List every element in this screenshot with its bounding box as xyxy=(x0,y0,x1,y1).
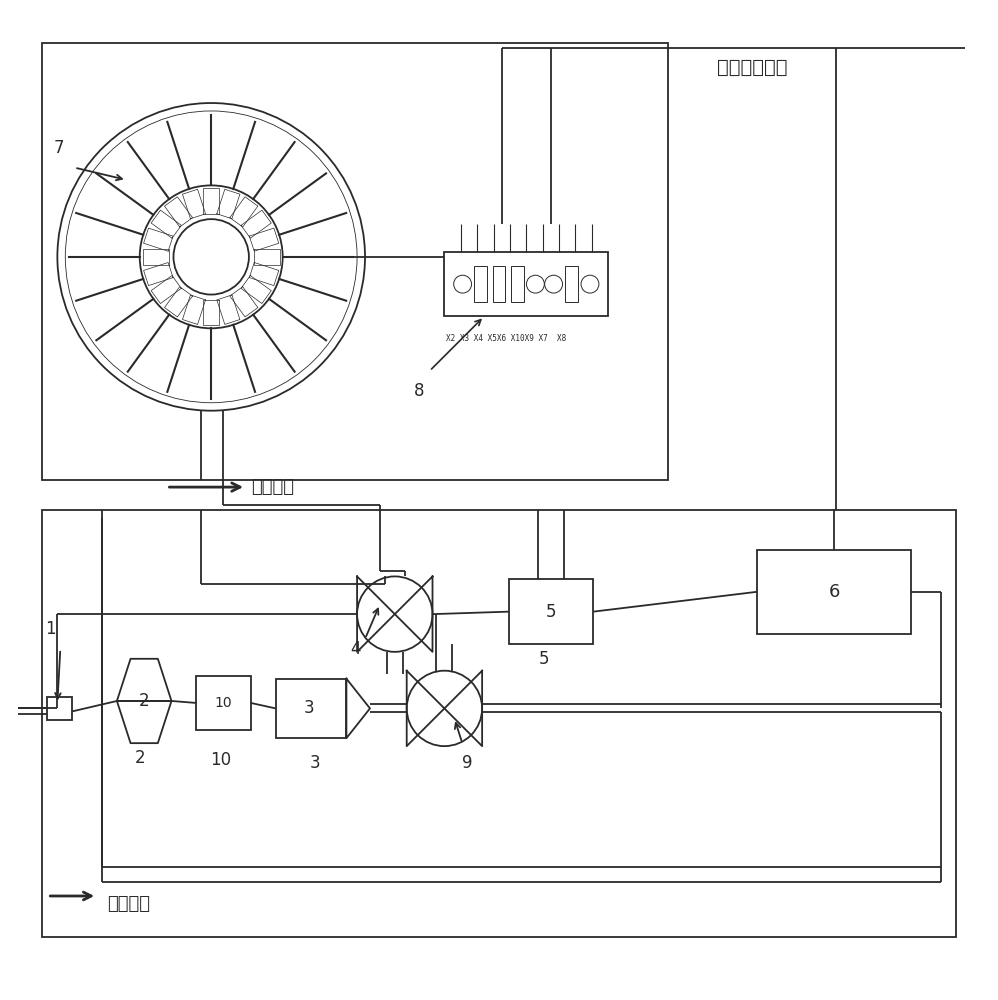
Text: 10: 10 xyxy=(211,751,232,769)
Text: 1: 1 xyxy=(45,620,56,638)
Text: 10: 10 xyxy=(215,696,233,710)
Polygon shape xyxy=(242,276,271,304)
Text: 4: 4 xyxy=(350,640,360,658)
Polygon shape xyxy=(165,287,193,317)
Bar xyxy=(474,266,487,302)
Polygon shape xyxy=(217,295,240,324)
Polygon shape xyxy=(253,249,279,265)
Bar xyxy=(511,266,524,302)
Text: 压力监测: 压力监测 xyxy=(250,478,293,496)
Bar xyxy=(197,676,250,730)
Text: 5: 5 xyxy=(538,650,549,668)
Polygon shape xyxy=(165,197,193,227)
Polygon shape xyxy=(143,249,169,265)
Bar xyxy=(275,679,346,738)
Bar xyxy=(757,550,911,634)
Polygon shape xyxy=(230,287,257,317)
Text: 3: 3 xyxy=(303,699,314,717)
Text: 抽吸触发信号: 抽吸触发信号 xyxy=(718,58,787,77)
Polygon shape xyxy=(204,300,220,325)
Text: 2: 2 xyxy=(139,692,150,710)
Polygon shape xyxy=(230,197,257,227)
Polygon shape xyxy=(144,262,173,286)
Polygon shape xyxy=(217,189,240,219)
Bar xyxy=(43,510,955,937)
Text: 9: 9 xyxy=(462,754,472,772)
Bar xyxy=(493,266,505,302)
Circle shape xyxy=(174,219,249,295)
Text: 压缩空气: 压缩空气 xyxy=(107,895,150,913)
Polygon shape xyxy=(242,210,271,238)
Text: 3: 3 xyxy=(310,754,320,772)
Text: 7: 7 xyxy=(54,139,65,157)
Polygon shape xyxy=(204,188,220,214)
Polygon shape xyxy=(250,228,278,251)
Text: 6: 6 xyxy=(828,583,839,601)
Text: 5: 5 xyxy=(546,603,556,621)
Polygon shape xyxy=(144,228,173,251)
Bar xyxy=(43,43,668,480)
Bar xyxy=(48,697,72,720)
Polygon shape xyxy=(183,189,206,219)
Bar xyxy=(509,579,593,644)
Bar xyxy=(444,252,608,316)
Polygon shape xyxy=(151,210,182,238)
Text: X2 X3 X4 X5X6 X10X9 X7  X8: X2 X3 X4 X5X6 X10X9 X7 X8 xyxy=(446,334,567,343)
Polygon shape xyxy=(183,295,206,324)
Text: 2: 2 xyxy=(135,749,145,767)
Bar xyxy=(565,266,578,302)
Polygon shape xyxy=(250,262,278,286)
Text: 8: 8 xyxy=(414,382,425,400)
Polygon shape xyxy=(151,276,182,304)
